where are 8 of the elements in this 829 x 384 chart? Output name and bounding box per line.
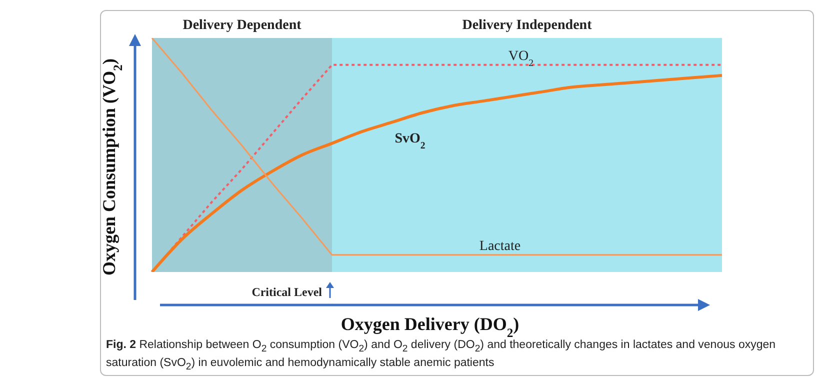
series-label: SvO$_{2}$: [394, 132, 426, 152]
text: Fig. 2 Relationship between O$_{2}$ consumption (VO$_{2}$) and O$_{2}$ delivery (DO$_{2}$) and theoretically changes in lactates and venous oxygen saturation (SvO$_{2}$) in euvolemic and hemodynamically stable anemic patients: [106, 339, 776, 373]
text: Delivery Dependent: [182, 18, 302, 33]
text: Delivery Independent: [462, 18, 592, 33]
x-axis-title: Oxygen Delivery (DO$_{2}$): [340, 314, 520, 340]
series-label: Lactate: [479, 238, 521, 254]
text: Critical Level: [252, 285, 323, 299]
series-label: VO$_{2}$: [508, 48, 534, 68]
